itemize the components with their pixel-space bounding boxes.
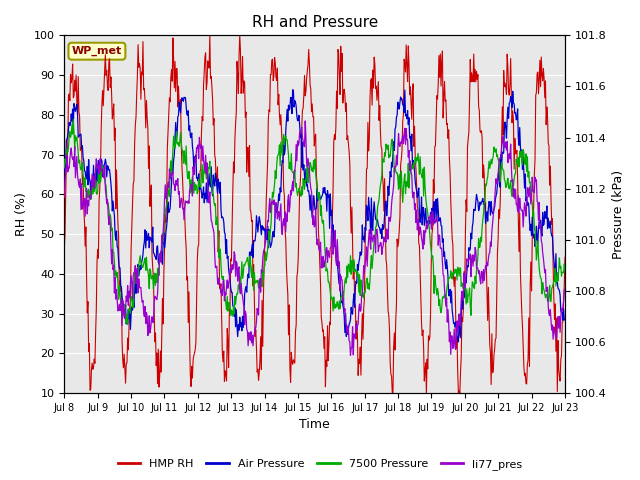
Y-axis label: Pressure (kPa): Pressure (kPa)	[612, 169, 625, 259]
Text: WP_met: WP_met	[72, 46, 122, 56]
Title: RH and Pressure: RH and Pressure	[252, 15, 378, 30]
X-axis label: Time: Time	[300, 419, 330, 432]
Legend: HMP RH, Air Pressure, 7500 Pressure, li77_pres: HMP RH, Air Pressure, 7500 Pressure, li7…	[113, 455, 527, 474]
Y-axis label: RH (%): RH (%)	[15, 192, 28, 236]
